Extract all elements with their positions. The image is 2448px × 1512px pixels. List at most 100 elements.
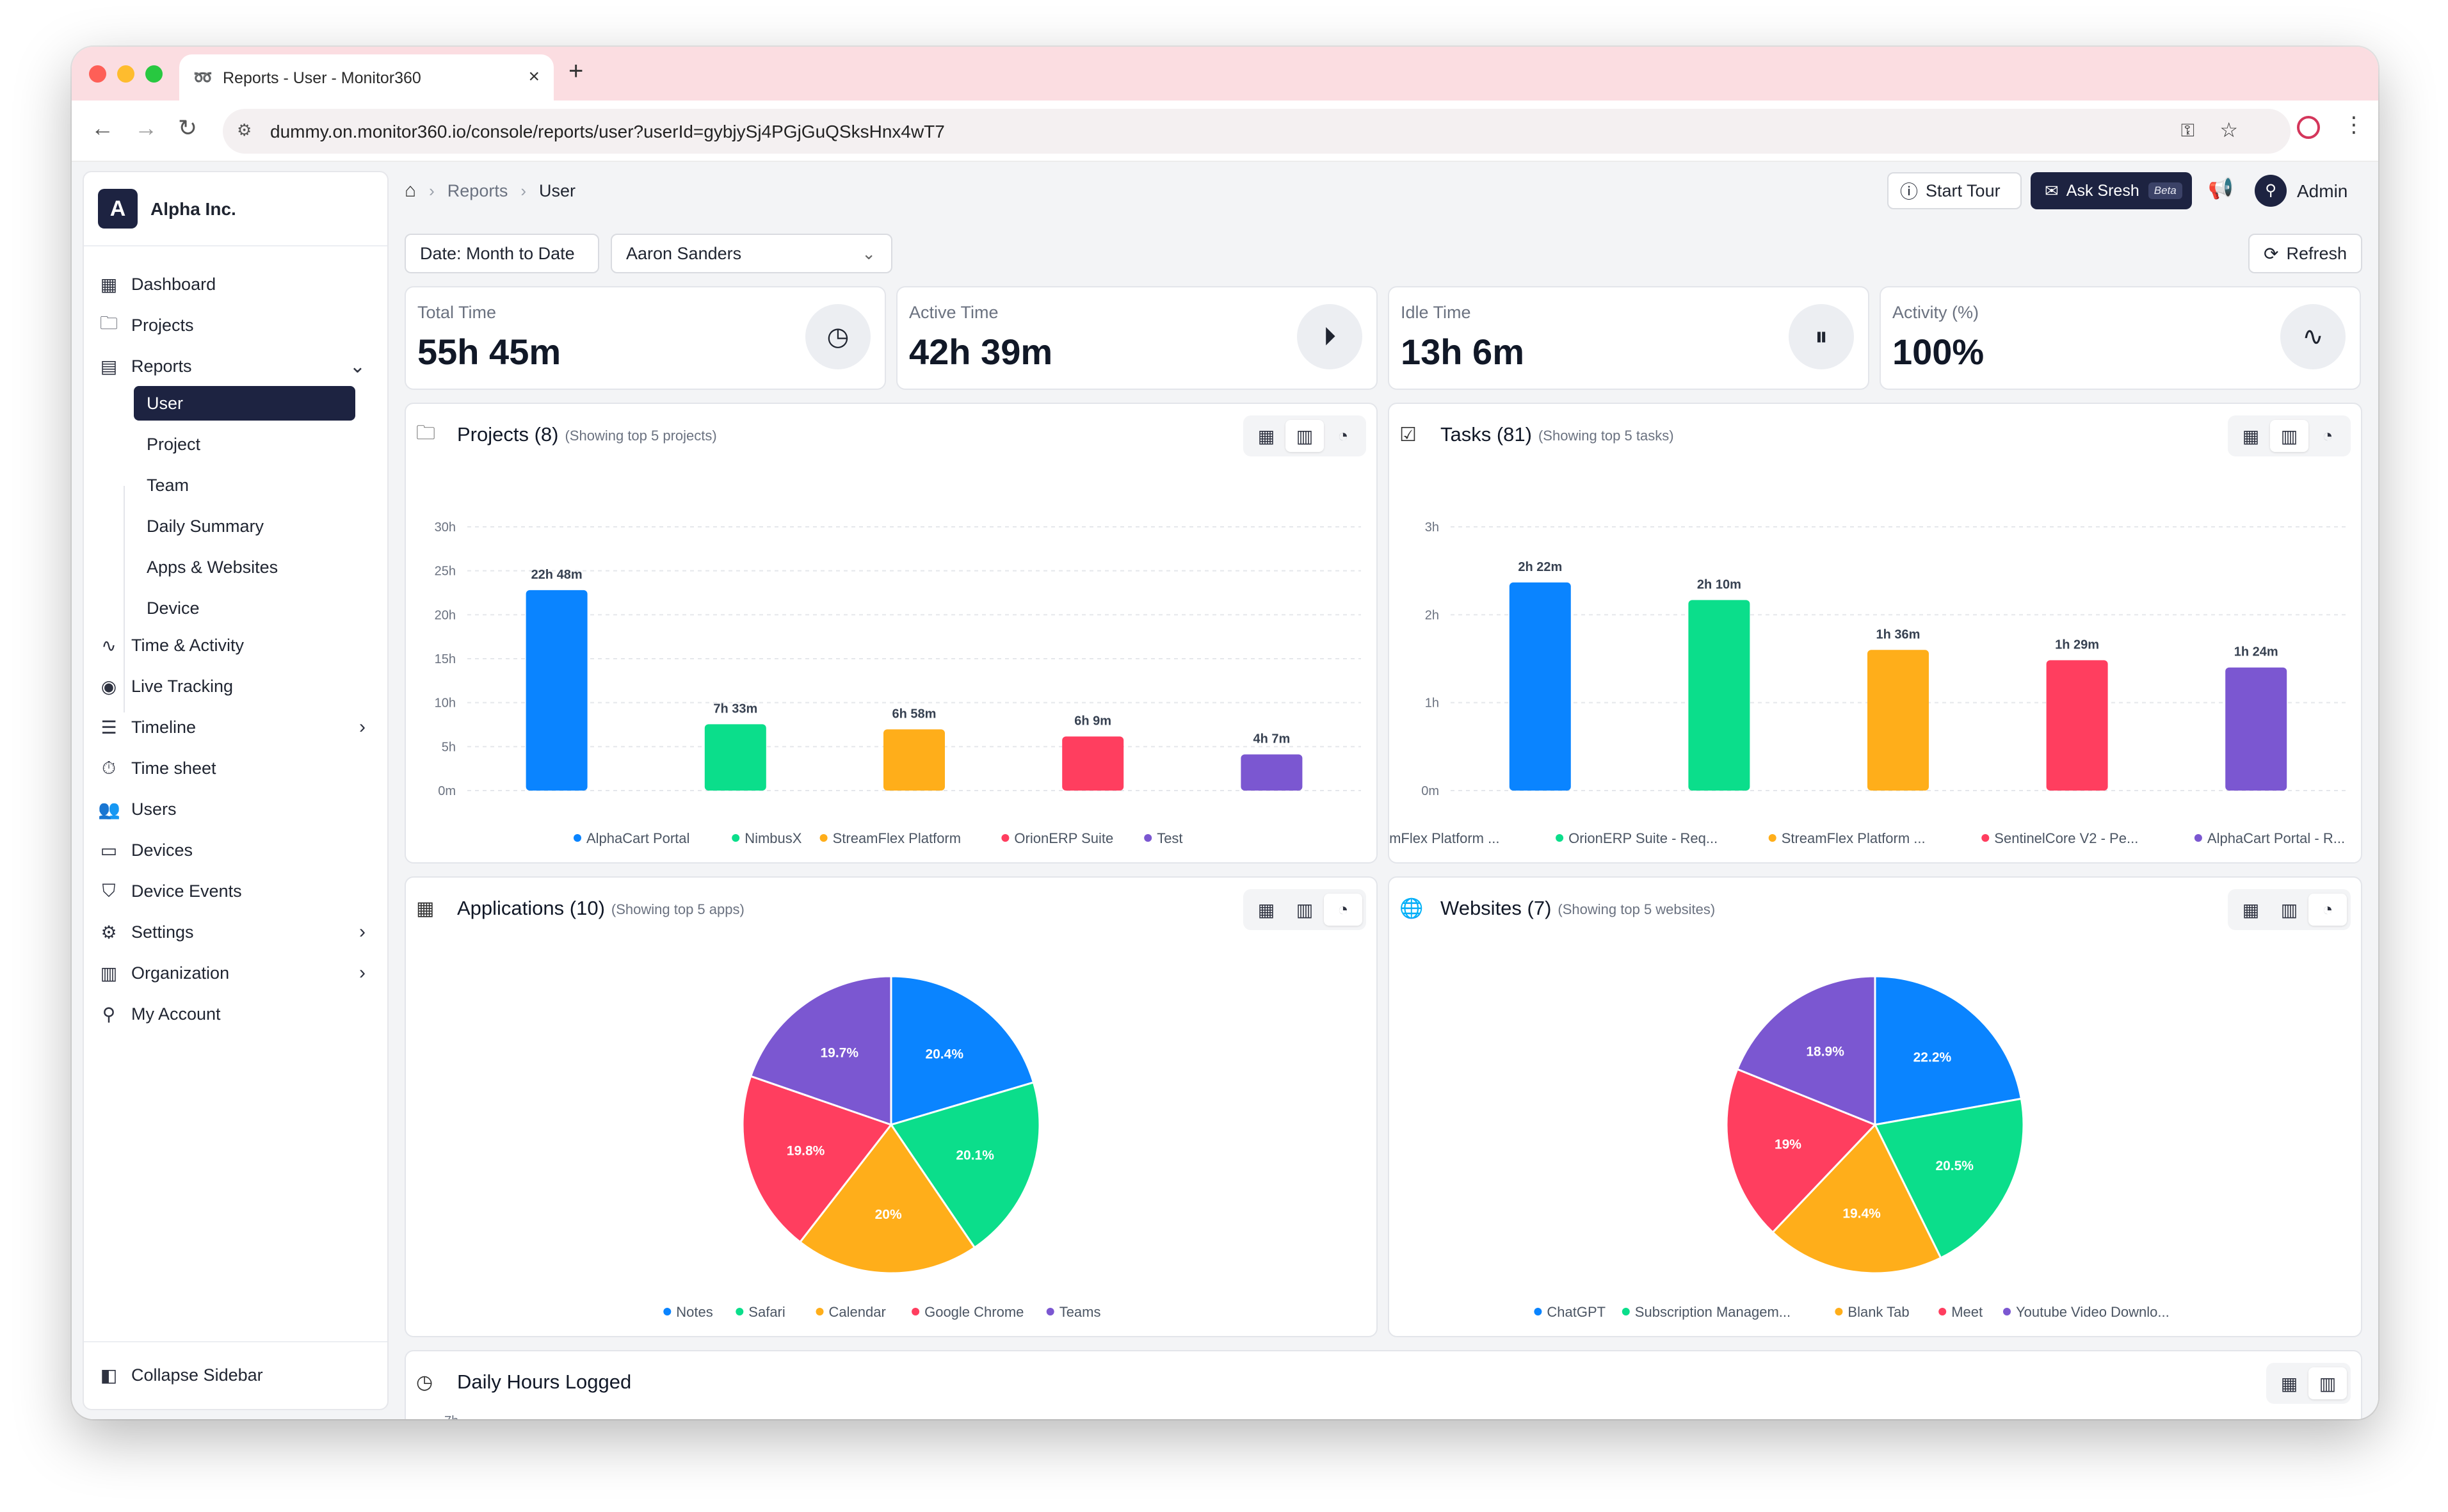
bar-chart-view-icon[interactable]: ▥	[1296, 899, 1314, 920]
chart-legend: ChatGPT Subscription Managem... Blank Tab M…	[1534, 1304, 2170, 1320]
sidebar-item-live-tracking[interactable]: ◉ Live Tracking	[98, 669, 380, 704]
browser-menu-icon[interactable]: ⋮	[2343, 113, 2365, 137]
data-label: 2h 22m	[1518, 560, 1562, 574]
pie-chart-view-icon[interactable]: ◔	[2308, 894, 2347, 926]
sidebar-item-dashboard[interactable]: ▦ Dashboard	[98, 267, 380, 302]
sidebar-item-label: Live Tracking	[131, 676, 234, 696]
sidebar-item-reports[interactable]: ▤ Reports ⌄	[98, 349, 380, 383]
browser-tab[interactable]: ➿ Reports - User - Monitor360 ×	[179, 54, 554, 101]
pie-data-label: 20%	[875, 1207, 902, 1222]
y-tick-label: 0m	[438, 784, 456, 798]
sidebar-item-devices[interactable]: ▭ Devices	[98, 833, 380, 867]
sidebar-item-device-events[interactable]: ⛉ Device Events	[98, 874, 380, 908]
profile-avatar-icon[interactable]	[2297, 116, 2320, 139]
sidebar-item-organization[interactable]: ▥ Organization ›	[98, 956, 380, 990]
subitem-apps-websites[interactable]: Apps & Websites	[147, 557, 278, 577]
chart-legend: Notes Safari Calendar Google Chrome Teams	[663, 1304, 1100, 1320]
table-view-icon[interactable]: ▦	[1257, 899, 1275, 920]
building-icon: ▥	[100, 963, 118, 983]
pie-chart-view-icon[interactable]: ◔	[2322, 426, 2333, 446]
address-bar[interactable]: ⚙ dummy.on.monitor360.io/console/reports…	[223, 109, 2291, 154]
ask-sresh-button[interactable]: ✉ Ask Sresh Beta	[2031, 172, 2192, 209]
tab-title: Reports - User - Monitor360	[223, 69, 421, 87]
sidebar-item-label: Organization	[131, 963, 230, 983]
admin-avatar[interactable]: ⚲	[2255, 175, 2287, 207]
url-text: dummy.on.monitor360.io/console/reports/u…	[270, 122, 945, 141]
table-view-icon[interactable]: ▦	[2242, 899, 2260, 920]
pie-chart-view-icon[interactable]: ◔	[1337, 426, 1349, 446]
sidebar-item-users[interactable]: 👥 Users	[98, 792, 380, 826]
table-view-icon[interactable]: ▦	[2242, 426, 2260, 446]
legend-label: Blank Tab	[1848, 1304, 1909, 1320]
sidebar-item-settings[interactable]: ⚙ Settings ›	[98, 915, 380, 949]
stat-value: 55h 45m	[417, 332, 561, 372]
reload-icon[interactable]: ↻	[178, 115, 198, 141]
bar	[1688, 600, 1750, 791]
card-title: Tasks (81)	[1440, 423, 1532, 446]
tasks-bar-chart: 0m 1h 2h 3h 2h 22m 2h 10m 1h 36m 1h 29m 1h 24m St…	[1389, 520, 2346, 846]
back-arrow-icon[interactable]: ←	[91, 115, 114, 141]
site-settings-icon[interactable]: ⚙	[237, 120, 252, 140]
play-circle-icon: ⏵	[1297, 304, 1362, 369]
card-header: ☑ Tasks (81) (Showing top 5 tasks)	[1399, 414, 1674, 455]
breadcrumb-separator: ›	[520, 181, 527, 200]
forward-arrow-icon[interactable]: →	[134, 115, 157, 141]
start-tour-button[interactable]: ⓘ Start Tour	[1887, 172, 2022, 209]
subitem-team[interactable]: Team	[147, 475, 189, 495]
sidebar-item-time-activity[interactable]: ∿ Time & Activity	[98, 628, 380, 663]
chevron-right-icon: ›	[359, 962, 366, 983]
clock-icon: ◷	[416, 1371, 433, 1393]
bar-chart-view-icon[interactable]: ▥	[2270, 420, 2308, 452]
user-select[interactable]: Aaron Sanders ⌄	[611, 234, 892, 273]
bar-chart-view-icon[interactable]: ▥	[2280, 899, 2298, 920]
megaphone-icon[interactable]: 📢	[2208, 177, 2234, 200]
subitem-user[interactable]: User	[134, 386, 355, 421]
sidebar-item-my-account[interactable]: ⚲ My Account	[98, 997, 380, 1031]
bar	[1509, 582, 1571, 791]
view-toggle: ▦ ▥ ◔	[2228, 415, 2351, 456]
subitem-daily-summary[interactable]: Daily Summary	[147, 516, 264, 536]
maximize-window-button[interactable]	[145, 65, 163, 83]
card-title: Daily Hours Logged	[457, 1371, 632, 1393]
chevron-down-icon: ⌄	[862, 243, 876, 263]
gear-icon: ⚙	[101, 922, 117, 942]
sidebar-item-projects[interactable]: 🗀 Projects	[98, 308, 380, 342]
minimize-window-button[interactable]	[117, 65, 134, 83]
activity-icon: ∿	[101, 635, 117, 655]
bar-chart-view-icon[interactable]: ▥	[2308, 1367, 2347, 1399]
legend-swatch	[1981, 834, 1990, 842]
bar-chart-view-icon[interactable]: ▥	[1285, 420, 1324, 452]
admin-name[interactable]: Admin	[2297, 181, 2348, 201]
data-label: 1h 24m	[2234, 645, 2278, 659]
applications-card: ▦ Applications (10) (Showing top 5 apps)…	[405, 876, 1378, 1337]
password-key-icon[interactable]: ⚿	[2180, 120, 2194, 140]
sidebar-item-time-sheet[interactable]: ⏱ Time sheet	[98, 751, 380, 785]
close-tab-icon[interactable]: ×	[528, 66, 540, 87]
new-tab-icon[interactable]: +	[568, 57, 584, 85]
pie-chart-view-icon[interactable]: ◔	[1324, 894, 1362, 926]
monitor-icon: ▭	[100, 840, 118, 860]
table-view-icon[interactable]: ▦	[1257, 426, 1275, 446]
date-filter-button[interactable]: Date: Month to Date	[405, 234, 599, 273]
breadcrumb-reports[interactable]: Reports	[447, 181, 508, 200]
close-window-button[interactable]	[89, 65, 106, 83]
folder-icon: 🗀	[99, 313, 118, 333]
pie-data-label: 22.2%	[1913, 1050, 1952, 1065]
refresh-button[interactable]: ⟳ Refresh	[2248, 234, 2362, 273]
home-icon[interactable]: ⌂	[405, 180, 417, 201]
shield-icon: ⛉	[102, 880, 116, 901]
user-select-value: Aaron Sanders	[626, 243, 742, 263]
bookmark-star-icon[interactable]: ☆	[2219, 118, 2238, 141]
y-tick-label: 7h	[444, 1414, 458, 1419]
legend-swatch	[1556, 834, 1564, 842]
brand-header: A Alpha Inc.	[84, 172, 387, 246]
sidebar-item-timeline[interactable]: ☰ Timeline ›	[98, 710, 380, 744]
help-circle-icon: ⓘ	[1900, 182, 1919, 202]
data-label: 4h 7m	[1253, 732, 1290, 746]
table-view-icon[interactable]: ▦	[2280, 1373, 2298, 1394]
collapse-sidebar-button[interactable]: ◧ Collapse Sidebar	[98, 1358, 380, 1392]
subitem-device[interactable]: Device	[147, 598, 200, 618]
subitem-project[interactable]: Project	[147, 434, 201, 454]
sidebar-item-label: Projects	[131, 315, 194, 335]
pie-slice	[1874, 975, 2023, 1126]
